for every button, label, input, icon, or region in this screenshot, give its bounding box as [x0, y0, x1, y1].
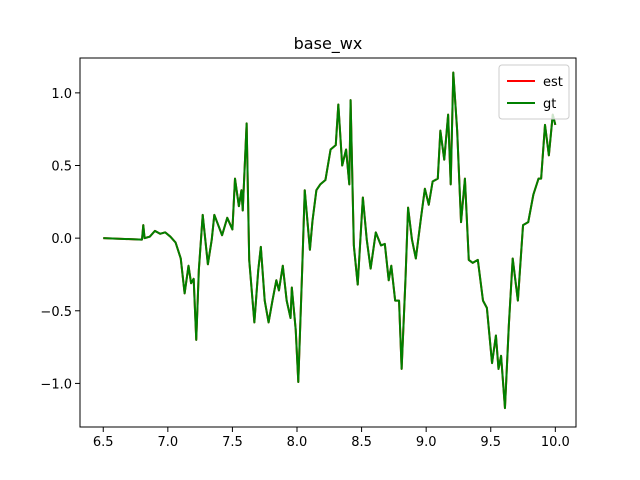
y-tick-label: 0.0 [51, 232, 72, 247]
y-tick-label: −1.0 [40, 377, 72, 392]
legend-label: gt [543, 97, 556, 112]
x-tick-label: 10.0 [541, 435, 570, 450]
x-tick-label: 6.5 [93, 435, 114, 450]
x-tick-label: 8.5 [351, 435, 372, 450]
y-tick-label: 0.5 [51, 160, 72, 175]
x-tick-label: 9.5 [480, 435, 501, 450]
y-tick-label: 1.0 [51, 87, 72, 102]
x-tick-label: 9.0 [416, 435, 437, 450]
x-tick-label: 7.5 [222, 435, 243, 450]
chart-title: base_wx [294, 34, 363, 54]
series-line [103, 71, 557, 410]
legend-box [498, 64, 570, 120]
plot-frame [79, 57, 577, 428]
legend-label: est [543, 75, 563, 90]
x-tick-label: 7.0 [157, 435, 178, 450]
y-tick-label: −0.5 [40, 305, 72, 320]
x-tick-label: 8.0 [287, 435, 308, 450]
